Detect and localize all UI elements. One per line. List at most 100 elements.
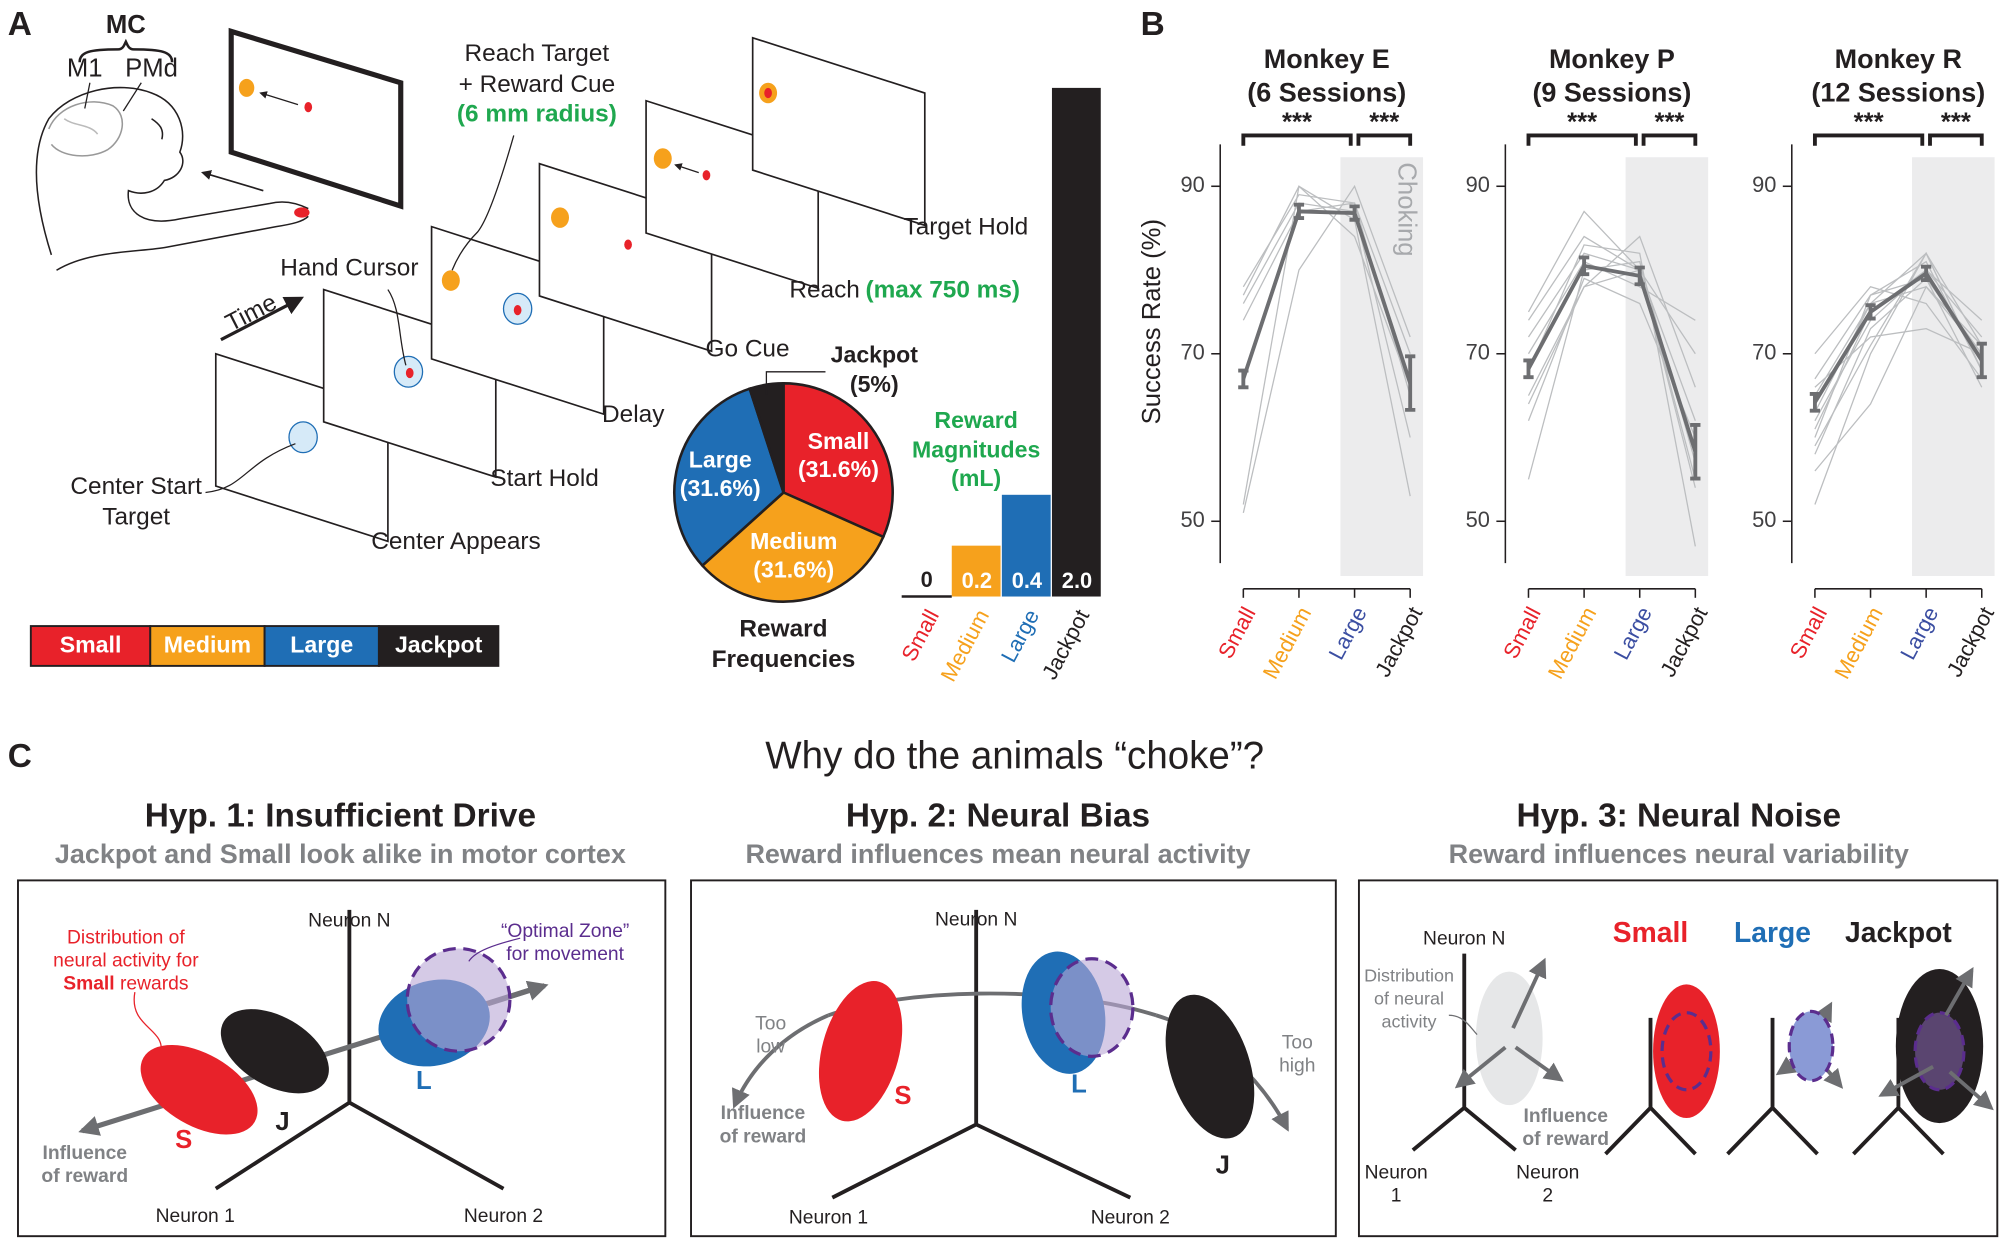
pie-slice [673,387,785,568]
reward-arrow [731,1013,830,1109]
leader-line [765,371,826,395]
annotation: Small rewards [63,974,188,995]
panel-title: Why do the animals “choke”? [765,735,1264,778]
stage-label: Delay [602,401,665,428]
annotation: “Optimal Zone” [501,921,629,942]
mean-line [1241,209,1413,384]
y-tick-label: 90 [1466,172,1490,197]
significance-label: *** [1369,109,1399,137]
slice-label: Small [808,428,870,454]
significance-bracket [1928,133,1984,146]
slice-value: (31.6%) [680,475,761,501]
pointer [468,937,521,962]
axes [1604,1017,1697,1156]
stage-label: Go Cue [706,335,790,362]
cursor [513,304,522,316]
hyp-title: Hyp. 3: Neural Noise [1516,797,1841,834]
error-bar [1809,392,1821,413]
pointer [122,82,142,112]
label: MC [106,11,146,39]
label: Target [102,504,170,531]
slice-value: (31.6%) [753,556,834,582]
x-tick-label: Jackpot [1370,603,1427,681]
significance-bracket [1812,133,1925,146]
session-line [1527,210,1696,421]
bar-value-label: 0.2 [962,568,992,593]
header: Large [1734,916,1811,948]
hyp-subtitle: Reward influences mean neural activity [745,839,1250,869]
shade-label: Choking [1392,162,1420,256]
error-bar [1921,264,1932,282]
y-tick-label: 50 [1181,507,1205,532]
bar [1001,494,1051,597]
annotation-bold: Small [63,974,114,995]
y-tick-label: 90 [1752,172,1776,197]
bar-value-label: 0 [921,567,933,592]
y-tick-label: 70 [1466,340,1490,365]
label: Hand Cursor [280,254,418,281]
significance-label: *** [1854,109,1884,137]
pointer [1448,1014,1478,1035]
stage-label: Target Hold [904,213,1029,240]
x-tick-label: Small [1213,603,1261,663]
significance-label: *** [1567,109,1597,137]
significance-bracket [1641,133,1698,146]
annotation: neural activity for [53,950,199,971]
label: S [175,1126,192,1154]
axis-label: Neuron N [308,911,390,932]
x-tick-label: Small [1498,603,1546,663]
box [690,879,1337,1238]
monkey [35,86,309,271]
annotation: Influence [43,1143,128,1164]
legend-label: Jackpot [395,632,483,658]
axis-label: Neuron 1 [789,1207,868,1228]
chart-subtitle: (9 Sessions) [1532,77,1691,107]
chart-subtitle: (mL) [951,465,1001,491]
bar-value-label: 0.4 [1012,568,1043,593]
y-axis-label: Success Rate (%) [1138,219,1166,424]
x-tick-label: Jackpot [1655,603,1712,681]
x-tick-label: Medium [1543,603,1602,683]
pointer [205,443,296,494]
x-tick-label: Large [1609,603,1657,664]
annotation: for movement [506,944,624,965]
header: Jackpot [1845,916,1952,948]
label: (6 mm radius) [457,100,617,127]
axis-label: Neuron [1516,1162,1579,1183]
label: + Reward Cue [459,71,616,98]
significance-label: *** [1941,109,1971,137]
chart-title: Monkey P [1549,44,1675,74]
target [441,270,460,291]
label: S [894,1082,911,1110]
annotation: high [1279,1056,1315,1077]
optimal-zone [1660,1011,1713,1092]
session-line [1814,327,1983,388]
significance-label: *** [1654,109,1684,137]
y-tick-label: 50 [1466,507,1490,532]
label: Center Start [70,473,202,500]
error-bar [1238,368,1249,390]
cursor [764,87,772,99]
optimal-zone [405,946,512,1053]
target [238,78,255,97]
x-tick-label: Large [1895,603,1943,664]
x-tick-label: Large [996,605,1044,666]
axis-label: Neuron N [1423,929,1505,950]
chart-title: Reward [739,615,827,642]
screen [228,27,404,210]
axes [1411,953,1517,1152]
slice-value: (5%) [850,371,899,397]
axes [831,909,1132,1200]
axis-label: Neuron [1365,1162,1428,1183]
axes [214,909,505,1191]
stage-label: Start Hold [490,465,598,492]
cursor [624,239,632,250]
cursor [405,367,414,379]
box [1357,879,1999,1238]
slice-value: (31.6%) [798,456,879,482]
session-line [1242,184,1411,514]
chart-title: Monkey E [1264,44,1390,74]
chart-title: Magnitudes [912,436,1040,462]
label: J [275,1108,289,1136]
